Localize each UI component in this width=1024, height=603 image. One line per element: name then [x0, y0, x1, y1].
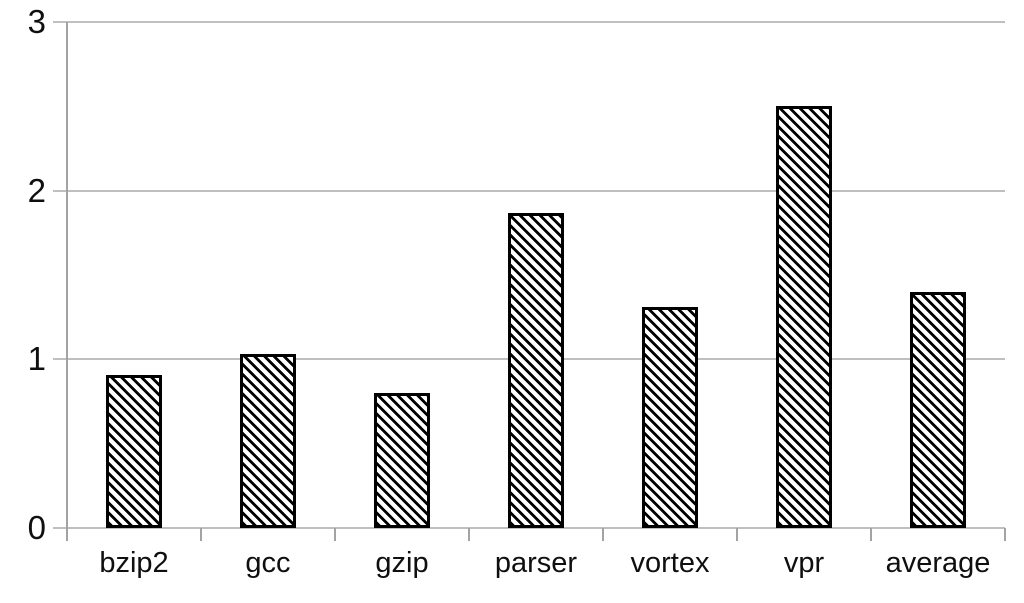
x-category-label: average [885, 547, 991, 579]
bar-gzip [374, 393, 430, 528]
x-category-label: vortex [630, 547, 710, 579]
bar-parser [508, 212, 564, 528]
x-category-label: bzip2 [99, 547, 169, 579]
x-axis-tick [736, 528, 738, 541]
x-axis-tick [468, 528, 470, 541]
bar-bzip2 [106, 374, 162, 528]
x-axis-tick [870, 528, 872, 541]
x-category-label: parser [494, 547, 578, 579]
y-tick-label: 2 [27, 171, 46, 209]
gridline-y-2 [53, 189, 1005, 192]
bar-average [910, 291, 966, 528]
y-tick-label: 0 [27, 509, 46, 546]
x-category-label: gcc [245, 547, 291, 579]
gridline-y-3 [53, 21, 1005, 23]
y-tick-label: 3 [27, 3, 46, 40]
bar-vpr [776, 106, 832, 528]
y-axis-line [66, 22, 68, 541]
x-axis-tick [334, 528, 336, 541]
x-axis-tick [66, 528, 68, 541]
bar-gcc [240, 354, 296, 528]
x-axis-tick [602, 528, 604, 541]
x-category-label: gzip [375, 547, 429, 579]
bar-vortex [642, 307, 698, 528]
x-axis-tick [200, 528, 202, 541]
y-tick-label: 1 [27, 340, 46, 378]
x-category-label: vpr [783, 547, 825, 579]
gridline-y-0 [53, 527, 1005, 529]
x-axis-tick [1004, 528, 1006, 541]
